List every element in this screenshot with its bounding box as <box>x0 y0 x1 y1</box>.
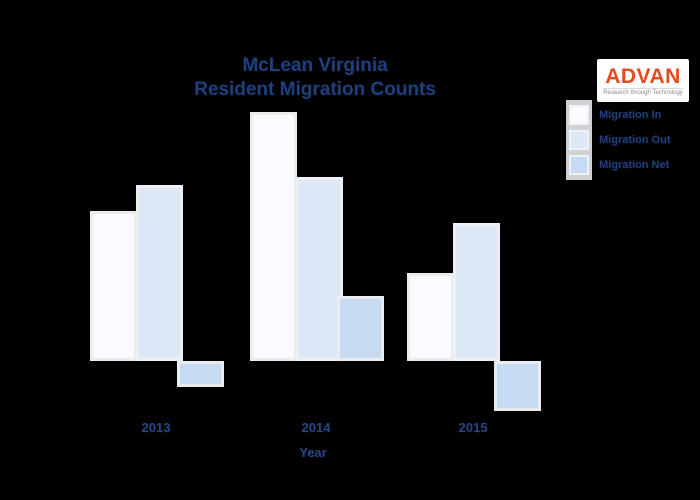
legend-label-migration-in: Migration In <box>599 108 662 121</box>
bar-migration-out-2014 <box>296 177 343 361</box>
bar-migration-net-2014 <box>337 296 384 361</box>
x-axis-label: Year <box>299 445 327 460</box>
chart-title: McLean Virginia Resident Migration Count… <box>115 54 515 102</box>
advan-logo: ADVAN Research through Technology <box>597 59 689 102</box>
legend-item-migration-in: Migration In <box>569 104 699 125</box>
x-tick-label-2014: 2014 <box>301 420 331 435</box>
bar-migration-in-2014 <box>250 112 297 361</box>
advan-logo-wordmark: ADVAN <box>605 64 681 88</box>
legend-swatch-migration-out <box>569 129 589 150</box>
bar-migration-net-2013 <box>177 361 224 387</box>
bar-migration-in-2013 <box>90 211 137 361</box>
chart-title-line2: Resident Migration Counts <box>194 79 436 100</box>
bar-migration-out-2015 <box>453 223 500 361</box>
bar-migration-in-2015 <box>407 273 454 361</box>
legend-label-migration-out: Migration Out <box>599 133 671 146</box>
x-tick-label-2015: 2015 <box>458 420 488 435</box>
legend-label-migration-net: Migration Net <box>599 158 670 171</box>
bar-migration-out-2013 <box>136 185 183 361</box>
legend-swatch-migration-net <box>569 154 589 175</box>
x-tick-label-2013: 2013 <box>141 420 171 435</box>
advan-logo-tagline: Research through Technology <box>603 87 683 96</box>
legend-item-migration-out: Migration Out <box>569 129 699 150</box>
chart-title-line1: McLean Virginia <box>242 55 388 76</box>
legend-swatch-migration-in <box>569 104 589 125</box>
legend-item-migration-net: Migration Net <box>569 154 699 175</box>
bar-migration-net-2015 <box>494 361 541 411</box>
